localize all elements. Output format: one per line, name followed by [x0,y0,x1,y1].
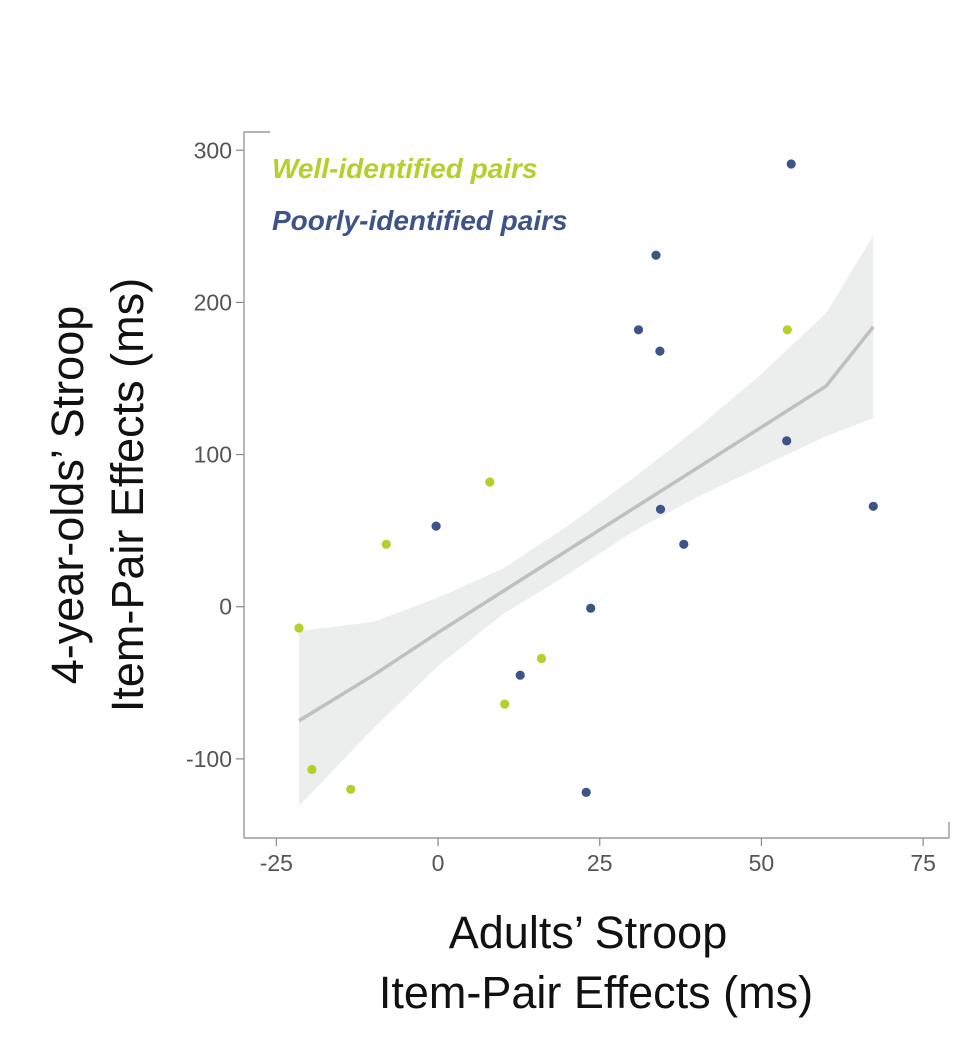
x-tick-label: 50 [749,850,775,876]
y-tick-label: 100 [194,442,232,468]
data-point-poorly-identified [651,250,661,260]
data-point-well-identified [307,764,317,775]
y-axis-title-line-1: 4-year-olds’ Stroop [42,306,93,685]
data-point-well-identified [485,477,495,487]
x-axis-title: Adults’ Stroop Item-Pair Effects (ms) [379,907,813,1018]
axis-layer: -100 0 100 200 300 -25 0 25 50 75 [186,131,950,876]
x-tick-label: 25 [587,850,613,876]
data-point-poorly-identified [786,159,796,169]
data-point-poorly-identified [655,504,666,514]
y-axis-title-line-2: Item-Pair Effects (ms) [102,278,153,712]
legend: Well-identified pairs Poorly-identified … [272,153,568,236]
x-tick-label: 0 [432,850,445,876]
data-point-well-identified [782,325,792,335]
data-point-poorly-identified [655,346,665,356]
data-point-poorly-identified [581,787,591,798]
data-point-well-identified [381,539,391,549]
data-point-well-identified [294,623,304,633]
data-point-well-identified [536,653,547,664]
regression-line [298,325,875,723]
confidence-band [299,235,874,806]
y-axis-title: 4-year-olds’ Stroop Item-Pair Effects (m… [42,278,153,712]
data-point-well-identified [346,784,356,794]
data-point-poorly-identified [515,670,525,680]
regression-line-layer [298,325,875,723]
y-tick-label: 300 [194,137,232,163]
y-tick-label: 0 [219,594,232,620]
data-point-poorly-identified [868,501,878,511]
x-axis-title-line-1: Adults’ Stroop [449,907,727,958]
data-point-poorly-identified [782,436,792,446]
data-point-poorly-identified [633,325,644,335]
data-point-layer [294,159,878,798]
x-tick-label: -25 [260,850,293,876]
y-tick-label: -100 [186,746,232,772]
data-point-poorly-identified [431,521,441,531]
data-point-poorly-identified [586,603,596,613]
legend-entry-well-identified: Well-identified pairs [272,153,538,184]
x-tick-label: 75 [910,850,936,876]
x-axis-title-line-2: Item-Pair Effects (ms) [379,967,813,1018]
data-point-poorly-identified [679,539,689,549]
confidence-band-layer [299,235,874,806]
y-tick-label: 200 [194,289,232,315]
legend-entry-poorly-identified: Poorly-identified pairs [272,205,568,236]
data-point-well-identified [500,699,510,709]
